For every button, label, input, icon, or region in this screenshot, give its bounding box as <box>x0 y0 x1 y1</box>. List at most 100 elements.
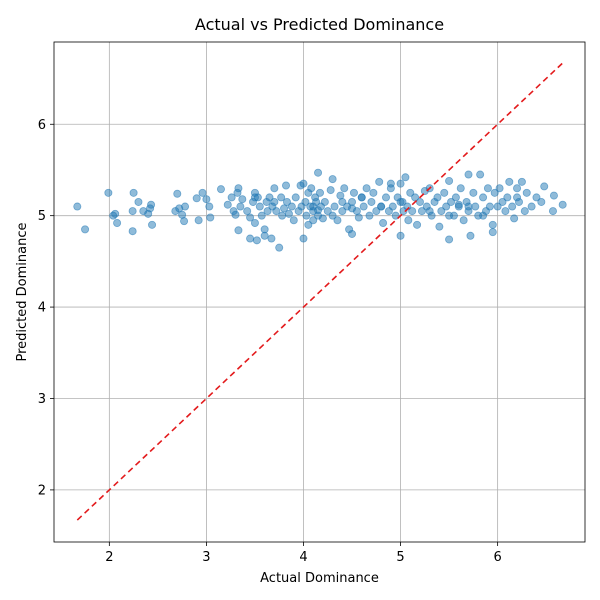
y-tick-label: 5 <box>38 209 46 224</box>
data-point <box>198 188 207 197</box>
data-point <box>488 228 497 237</box>
data-point <box>246 234 255 243</box>
data-point <box>503 193 512 202</box>
x-tick-label: 5 <box>396 550 404 565</box>
data-point <box>252 236 261 245</box>
data-point <box>365 211 374 220</box>
data-point <box>479 211 488 220</box>
y-axis-label: Predicted Dominance <box>15 223 30 362</box>
data-point <box>81 225 90 234</box>
data-point <box>238 195 247 204</box>
data-point <box>425 207 434 216</box>
data-point <box>513 193 522 202</box>
data-point <box>348 204 357 213</box>
data-point <box>134 197 143 206</box>
data-point <box>396 179 405 188</box>
data-point <box>548 207 557 216</box>
data-point <box>386 179 395 188</box>
data-point <box>372 207 381 216</box>
data-point <box>173 189 182 198</box>
data-point <box>326 186 335 195</box>
data-point <box>301 197 310 206</box>
x-tick-label: 6 <box>493 550 501 565</box>
data-point <box>513 184 522 193</box>
data-point <box>417 207 426 216</box>
data-point <box>464 202 473 211</box>
data-point <box>202 195 211 204</box>
data-point <box>433 193 442 202</box>
data-point <box>263 207 272 216</box>
data-point <box>508 202 517 211</box>
data-point <box>113 218 122 227</box>
data-point <box>406 188 415 197</box>
data-point <box>440 188 449 197</box>
data-point <box>270 197 279 206</box>
data-point <box>357 193 366 202</box>
data-points <box>73 168 567 252</box>
data-point <box>435 222 444 231</box>
data-point <box>314 168 323 177</box>
data-point <box>328 211 337 220</box>
data-point <box>558 200 567 209</box>
data-point <box>466 231 475 240</box>
data-point <box>532 193 541 202</box>
data-point <box>216 185 225 194</box>
plot-frame <box>53 41 586 543</box>
data-point <box>277 193 286 202</box>
data-point <box>415 197 424 206</box>
data-point <box>408 207 417 216</box>
data-point <box>367 197 376 206</box>
data-point <box>476 170 485 179</box>
data-point <box>401 173 410 182</box>
x-axis-label: Actual Dominance <box>260 571 379 586</box>
data-point <box>129 188 138 197</box>
data-point <box>282 181 291 190</box>
data-point <box>223 200 232 209</box>
data-point <box>272 207 281 216</box>
data-point <box>537 197 546 206</box>
data-point <box>309 216 318 225</box>
data-point <box>451 193 460 202</box>
data-point <box>128 207 137 216</box>
x-tick-label: 2 <box>105 550 113 565</box>
data-point <box>289 216 298 225</box>
data-point <box>236 202 245 211</box>
data-point <box>275 243 284 252</box>
data-point <box>359 202 368 211</box>
data-point <box>234 226 243 235</box>
data-point <box>510 214 519 223</box>
data-point <box>469 188 478 197</box>
data-point <box>517 177 526 186</box>
data-point <box>284 209 293 218</box>
data-point <box>309 202 318 211</box>
data-point <box>404 216 413 225</box>
data-point <box>267 234 276 243</box>
y-tick-label: 6 <box>38 118 46 133</box>
data-point <box>354 213 363 222</box>
data-point <box>302 211 311 220</box>
data-point <box>180 217 189 226</box>
data-point <box>265 193 274 202</box>
data-point <box>234 184 243 193</box>
data-point <box>505 177 514 186</box>
data-point <box>255 202 264 211</box>
data-point <box>278 211 287 220</box>
data-point <box>498 197 507 206</box>
data-point <box>73 202 82 211</box>
data-point <box>369 188 378 197</box>
data-point <box>299 179 308 188</box>
data-point <box>549 191 558 200</box>
data-point <box>333 216 342 225</box>
data-point <box>379 218 388 227</box>
data-point <box>148 220 157 229</box>
data-point <box>459 216 468 225</box>
data-point <box>250 218 259 227</box>
data-point <box>231 210 240 219</box>
data-point <box>447 197 456 206</box>
data-point <box>304 220 313 229</box>
y-tick-label: 4 <box>38 301 46 316</box>
data-point <box>338 197 347 206</box>
data-point <box>338 207 347 216</box>
